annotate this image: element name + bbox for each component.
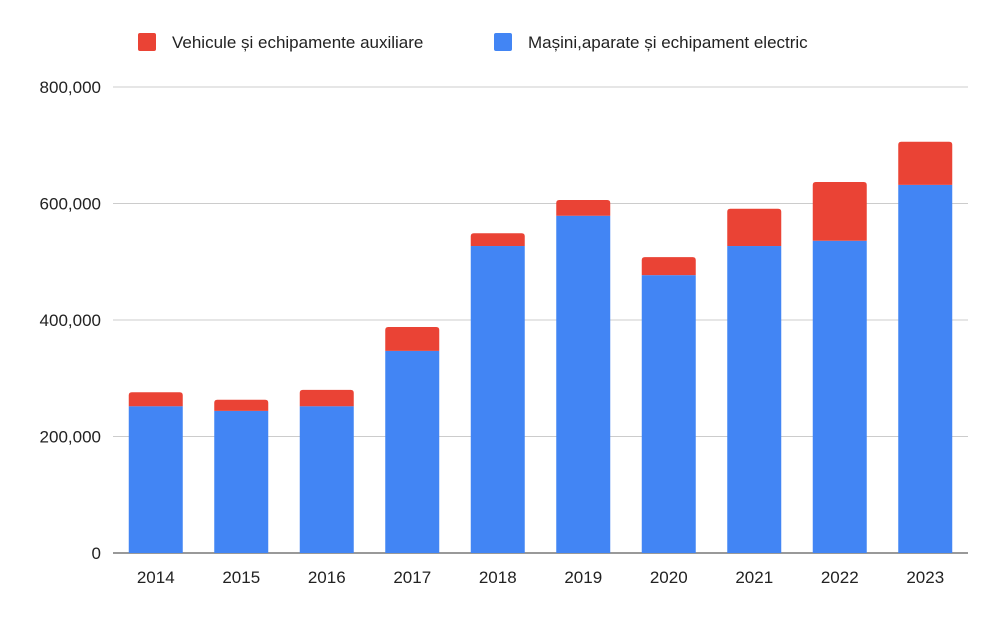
- y-tick-label: 800,000: [40, 78, 101, 97]
- bar-segment-2016: [299, 389, 354, 407]
- bar-segment-2022: [812, 240, 867, 553]
- bar-segment-2021: [727, 208, 782, 247]
- bar-segment-2018: [470, 246, 525, 553]
- x-tick-label: 2017: [393, 568, 431, 587]
- bar-segment-2022: [812, 181, 867, 241]
- bars: [128, 141, 953, 554]
- x-tick-label: 2021: [735, 568, 773, 587]
- bar-segment-2020: [641, 275, 696, 553]
- bar-segment-2015: [214, 399, 269, 411]
- x-tick-label: 2020: [650, 568, 688, 587]
- bar-segment-2019: [556, 215, 611, 554]
- legend-label: Mașini,aparate și echipament electric: [528, 33, 808, 52]
- x-tick-label: 2015: [222, 568, 260, 587]
- bar-segment-2021: [727, 246, 782, 553]
- x-tick-label: 2014: [137, 568, 175, 587]
- x-tick-label: 2019: [564, 568, 602, 587]
- x-tick-label: 2018: [479, 568, 517, 587]
- bar-segment-2023: [898, 141, 953, 185]
- y-tick-label: 0: [92, 544, 101, 563]
- bar-segment-2016: [299, 406, 354, 553]
- legend-label: Vehicule și echipamente auxiliare: [172, 33, 423, 52]
- bar-segment-2019: [556, 200, 611, 216]
- bar-segment-2018: [470, 233, 525, 247]
- bar-segment-2015: [214, 410, 269, 553]
- y-tick-label: 200,000: [40, 428, 101, 447]
- legend-swatch: [494, 33, 512, 51]
- y-tick-label: 400,000: [40, 311, 101, 330]
- legend: Vehicule și echipamente auxiliare Mașini,…: [138, 33, 808, 52]
- bar-segment-2020: [641, 257, 696, 276]
- bar-segment-2023: [898, 184, 953, 554]
- x-tick-label: 2016: [308, 568, 346, 587]
- y-tick-label: 600,000: [40, 195, 101, 214]
- bar-segment-2017: [385, 350, 440, 553]
- bar-segment-2014: [128, 392, 183, 407]
- x-axis: 2014 2015 2016 2017 2018 2019 2020 2021 2022 2023: [137, 568, 944, 587]
- bar-segment-2014: [128, 406, 183, 553]
- legend-swatch: [138, 33, 156, 51]
- x-tick-label: 2023: [906, 568, 944, 587]
- x-tick-label: 2022: [821, 568, 859, 587]
- bar-segment-2017: [385, 326, 440, 351]
